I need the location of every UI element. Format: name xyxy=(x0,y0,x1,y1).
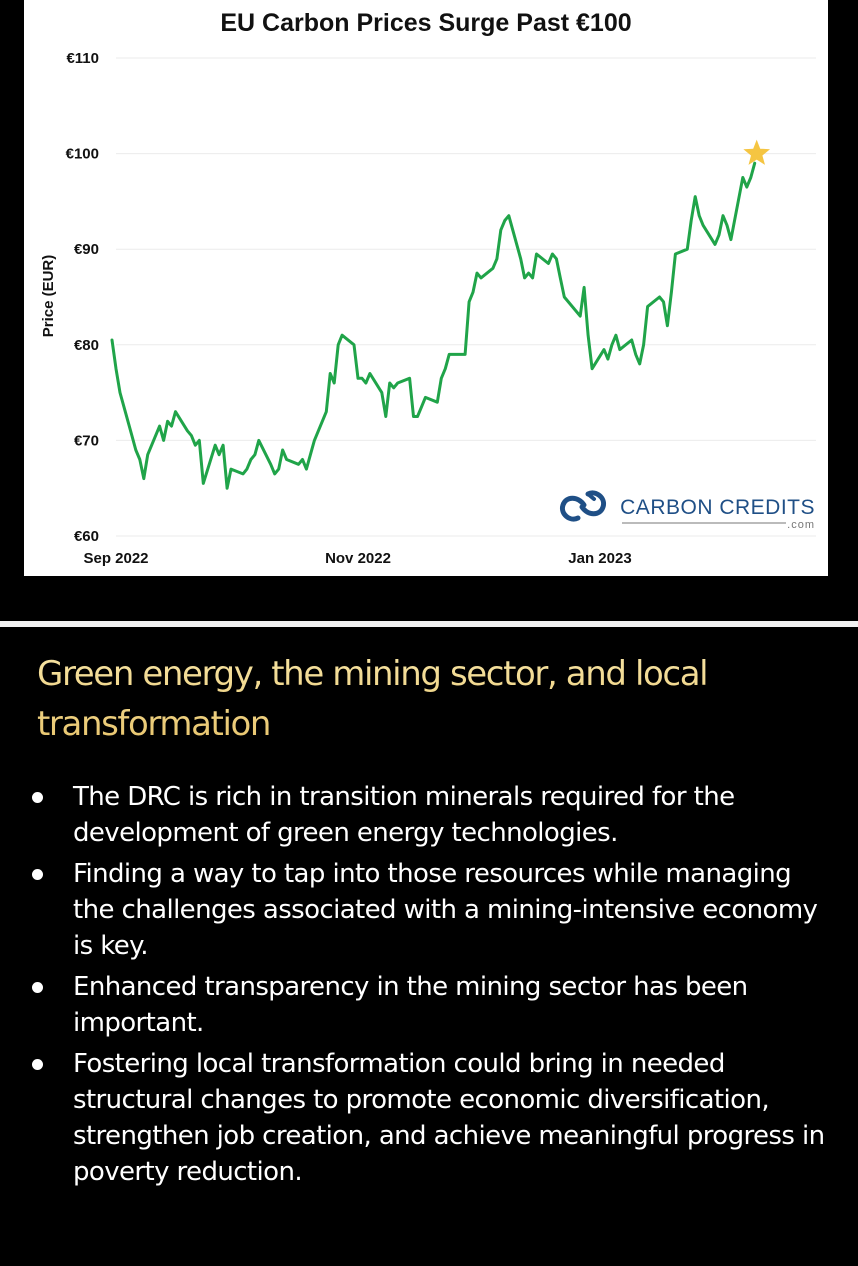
bullet-dot-icon xyxy=(32,982,43,993)
y-axis-label: Price (EUR) xyxy=(40,255,57,338)
grid xyxy=(116,57,816,537)
price-chart: EU Carbon Prices Surge Past €100 €60€70€… xyxy=(40,9,816,567)
y-tick-label: €110 xyxy=(66,50,99,67)
slide: Green energy, the mining sector, and loc… xyxy=(0,627,858,1266)
y-tick-label: €90 xyxy=(74,241,99,258)
bullet-text: Finding a way to tap into those resource… xyxy=(73,859,818,961)
x-tick-label: Sep 2022 xyxy=(83,550,148,567)
carbon-credits-logo: CARBON CREDITS .com xyxy=(559,490,815,531)
chart-panel: EU Carbon Prices Surge Past €100 €60 €70 €… xyxy=(24,0,828,576)
logo-text: CARBON CREDITS xyxy=(620,496,815,519)
bullet-dot-icon xyxy=(32,792,43,803)
y-tick-label: €70 xyxy=(74,432,99,449)
bullet-text: Fostering local transformation could bri… xyxy=(73,1049,825,1187)
bullet-dot-icon xyxy=(32,1059,43,1070)
bullet-item: Finding a way to tap into those resource… xyxy=(30,856,830,964)
bullet-text: The DRC is rich in transition minerals r… xyxy=(73,782,735,848)
y-tick-label: €100 xyxy=(66,146,99,163)
bullet-dot-icon xyxy=(32,869,43,880)
bullet-item: The DRC is rich in transition minerals r… xyxy=(30,779,830,851)
x-tick-label: Nov 2022 xyxy=(325,550,391,567)
logo-subtext: .com xyxy=(787,519,815,531)
x-axis-ticks: Sep 2022 Nov 2022 Jan 2023 xyxy=(83,550,631,567)
chart-title: EU Carbon Prices Surge Past €100 xyxy=(220,9,631,37)
star-icon xyxy=(743,139,770,165)
y-tick-label: €80 xyxy=(74,337,99,354)
y-axis-ticks: €60 €70 €80 €90 €100 €110 xyxy=(66,50,99,545)
x-tick-label: Jan 2023 xyxy=(568,550,631,567)
price-series-line xyxy=(110,161,757,490)
bullet-text: Enhanced transparency in the mining sect… xyxy=(73,972,748,1038)
y-tick-label: €60 xyxy=(74,528,99,545)
logo-mark-icon xyxy=(559,490,607,522)
bullet-list: The DRC is rich in transition minerals r… xyxy=(30,779,830,1195)
bullet-item: Enhanced transparency in the mining sect… xyxy=(30,969,830,1041)
section-divider xyxy=(0,621,858,627)
slide-heading: Green energy, the mining sector, and loc… xyxy=(37,649,827,749)
bullet-item: Fostering local transformation could bri… xyxy=(30,1046,830,1190)
